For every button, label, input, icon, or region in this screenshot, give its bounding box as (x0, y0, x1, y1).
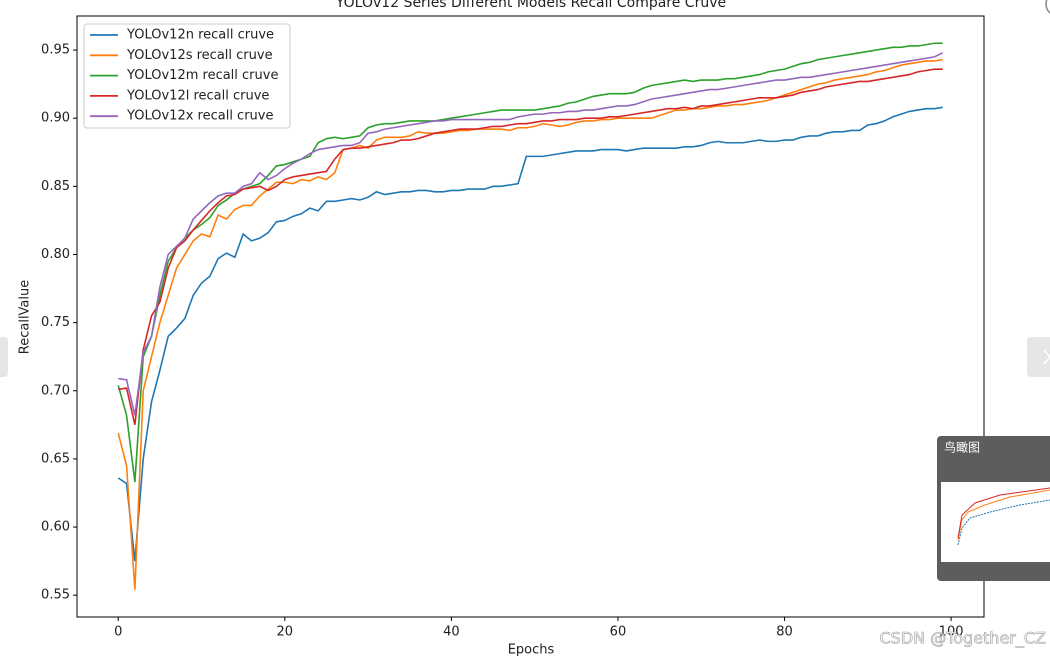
series-line (118, 68, 943, 426)
series-line (117, 58, 943, 590)
y-tick-label: 0.95 (41, 43, 70, 58)
watermark: CSDN @Together_CZ (879, 629, 1046, 649)
overview-title: 鸟瞰图 (944, 440, 980, 455)
chart-title: YOLOv12 Series Different Models Recall C… (335, 0, 726, 11)
y-axis-label: RecallValue (18, 280, 33, 354)
y-tick-label: 0.90 (41, 111, 70, 126)
x-tick-label: 60 (610, 625, 627, 640)
legend-label: YOLOv12s recall cruve (126, 48, 273, 63)
overview-thumbnail[interactable] (941, 482, 1050, 562)
prev-button[interactable] (0, 337, 8, 377)
x-tick-label: 80 (776, 625, 793, 640)
y-tick-label: 0.80 (41, 247, 70, 262)
next-button[interactable] (1027, 337, 1050, 377)
thumb-line (957, 499, 1050, 546)
x-axis-label: Epochs (508, 643, 555, 656)
legend-label: YOLOv12n recall cruve (126, 28, 274, 43)
y-tick-label: 0.85 (41, 179, 70, 194)
axes-frame (76, 15, 985, 618)
y-tick-label: 0.70 (41, 383, 70, 398)
legend-label: YOLOv12x recall cruve (126, 109, 274, 124)
legend-label: YOLOv12m recall cruve (126, 68, 278, 83)
y-tick-label: 0.55 (41, 588, 70, 603)
viewer-ui: 鸟瞰图 (0, 0, 1050, 581)
y-tick-label: 0.75 (41, 315, 70, 330)
y-tick-label: 0.65 (41, 451, 70, 466)
series-line (118, 52, 944, 416)
thumb-line (957, 487, 1050, 539)
x-tick-label: 100 (939, 625, 964, 640)
series-line (117, 106, 943, 562)
legend-label: YOLOv12l recall cruve (126, 88, 269, 103)
y-tick-label: 0.60 (41, 520, 70, 535)
next-icon (1043, 349, 1050, 365)
legend-box (83, 23, 291, 129)
close-icon[interactable] (1045, 0, 1050, 16)
series-line (117, 42, 943, 483)
thumb-line (957, 489, 1050, 541)
x-tick-label: 40 (443, 625, 460, 640)
x-tick-label: 0 (114, 625, 122, 640)
x-tick-label: 20 (277, 625, 294, 640)
